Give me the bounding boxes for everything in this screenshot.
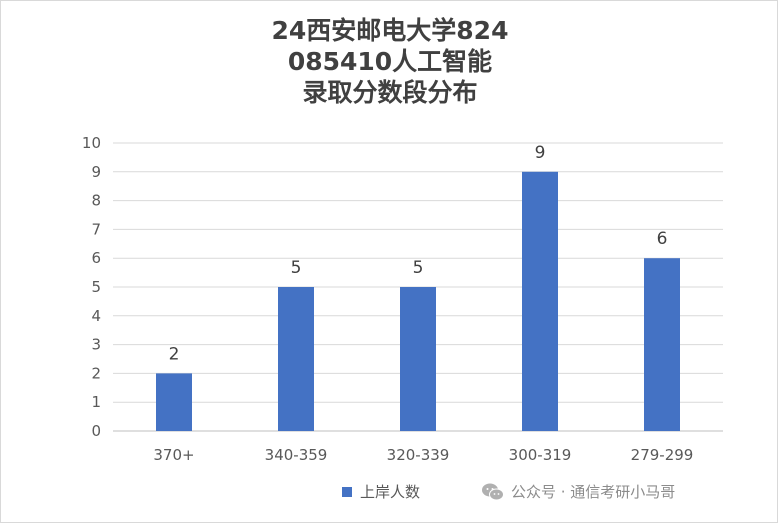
y-tick-label: 2 — [91, 364, 101, 382]
y-tick-label: 6 — [91, 249, 101, 267]
chart-legend: 上岸人数 — [342, 481, 420, 502]
legend-swatch — [342, 486, 352, 497]
y-tick-label: 3 — [91, 336, 101, 354]
x-tick-label: 320-339 — [387, 446, 450, 464]
y-tick-label: 1 — [91, 393, 101, 411]
chart-title: 24西安邮电大学824 085410人工智能 录取分数段分布 — [1, 15, 778, 108]
watermark-text: 公众号 · 通信考研小马哥 — [511, 483, 676, 501]
chart-title-line-2: 085410人工智能 — [287, 47, 493, 76]
data-label: 2 — [169, 344, 180, 364]
y-tick-label: 7 — [91, 220, 101, 238]
y-tick-label: 5 — [91, 278, 101, 296]
x-tick-label: 300-319 — [509, 446, 572, 464]
y-tick-label: 4 — [91, 307, 101, 325]
data-label: 6 — [657, 229, 668, 249]
x-tick-label: 370+ — [153, 446, 194, 464]
y-tick-label: 0 — [91, 422, 101, 440]
wechat-icon — [482, 483, 504, 500]
x-tick-label: 279-299 — [631, 446, 694, 464]
data-label: 5 — [291, 258, 302, 278]
x-tick-label: 340-359 — [265, 446, 328, 464]
chart-title-line-1: 24西安邮电大学824 — [271, 16, 509, 45]
y-tick-label: 8 — [91, 192, 101, 210]
watermark: 公众号 · 通信考研小马哥 — [481, 481, 675, 502]
data-label: 9 — [535, 143, 546, 163]
y-tick-label: 9 — [91, 163, 101, 181]
legend-label: 上岸人数 — [360, 483, 421, 501]
chart-title-line-3: 录取分数段分布 — [302, 78, 478, 107]
bar — [522, 171, 558, 432]
bar — [644, 258, 680, 431]
bar — [278, 287, 314, 431]
bar — [156, 373, 192, 431]
data-label: 5 — [413, 258, 424, 278]
bar — [400, 287, 436, 431]
y-tick-label: 10 — [82, 134, 101, 152]
